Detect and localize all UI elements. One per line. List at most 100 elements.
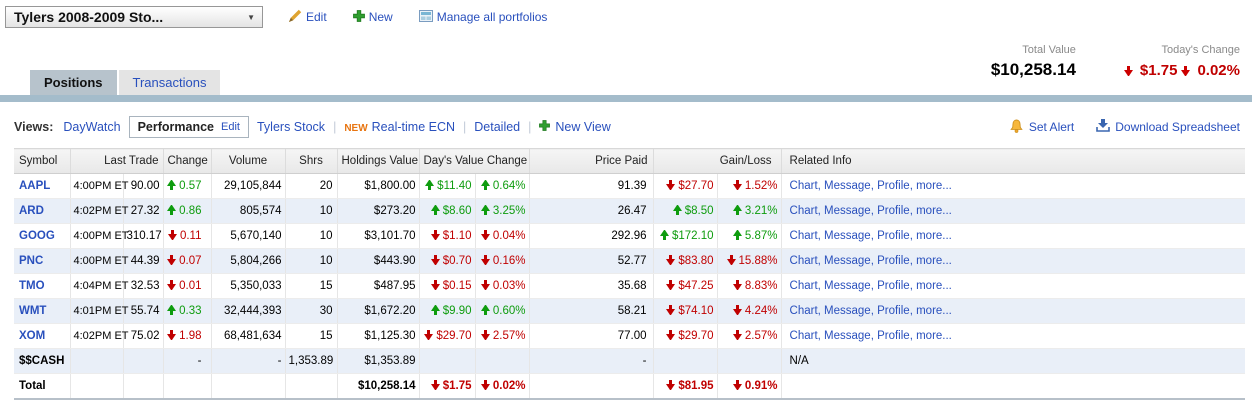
cell-symbol: TMO <box>14 273 70 299</box>
view-realtime-ecn[interactable]: NEW Real-time ECN <box>344 120 455 134</box>
separator: | <box>333 120 337 134</box>
related-link[interactable]: Message <box>824 305 871 317</box>
view-detailed[interactable]: Detailed <box>474 120 521 134</box>
related-link[interactable]: Message <box>824 255 871 267</box>
down-arrow-icon <box>726 255 736 265</box>
related-link[interactable]: Chart <box>789 280 818 292</box>
todays-change-block: Today's Change $1.75 0.02% <box>1123 44 1240 80</box>
portfolio-selector-dropdown[interactable]: Tylers 2008-2009 Sto... ▼ <box>5 6 263 28</box>
related-link[interactable]: more... <box>916 305 952 317</box>
symbol-link[interactable]: AAPL <box>19 180 51 192</box>
cell-volume: 29,105,844 <box>210 173 285 199</box>
col-header-related-info[interactable]: Related Info <box>780 148 1246 174</box>
related-link[interactable]: Chart <box>789 230 818 242</box>
cell-day-value-change: $9.90 <box>418 298 475 324</box>
change-value: 1.52% <box>732 180 778 192</box>
symbol-link[interactable]: GOOG <box>19 230 55 242</box>
edit-view-button[interactable]: Edit <box>221 121 240 133</box>
cell-related-info: Chart, Message, Profile, more... <box>780 298 1246 324</box>
view-performance-active[interactable]: Performance Edit <box>128 116 249 138</box>
col-header-change[interactable]: Change <box>162 148 211 174</box>
related-link[interactable]: more... <box>916 230 952 242</box>
new-view-button[interactable]: New View <box>539 120 611 134</box>
related-link[interactable]: more... <box>916 280 952 292</box>
separator: , <box>909 280 917 292</box>
col-header-symbol[interactable]: Symbol <box>14 148 70 174</box>
separator: , <box>909 205 917 217</box>
col-header-volume[interactable]: Volume <box>210 148 285 174</box>
related-link[interactable]: more... <box>916 330 952 342</box>
cell-gain-loss-value: $81.95 <box>652 373 718 399</box>
change-value: $1.10 <box>430 230 472 242</box>
cell-shrs: 15 <box>284 323 337 349</box>
related-link[interactable]: Chart <box>789 205 818 217</box>
related-link[interactable]: Profile <box>877 280 910 292</box>
tab-transactions[interactable]: Transactions <box>118 70 221 95</box>
todays-change-value: $1.75 0.02% <box>1123 62 1240 79</box>
col-header-holdings-value[interactable]: Holdings Value <box>336 148 419 174</box>
related-link[interactable]: Profile <box>877 305 910 317</box>
cell-symbol: GOOG <box>14 223 70 249</box>
todays-change-label: Today's Change <box>1161 44 1240 56</box>
down-arrow-icon <box>430 230 440 240</box>
cell-day-value-change: $8.60 <box>418 198 475 224</box>
change-value: 0.16% <box>480 255 526 267</box>
related-link[interactable]: Profile <box>877 230 910 242</box>
related-link[interactable]: Chart <box>789 180 818 192</box>
related-link[interactable]: more... <box>916 205 952 217</box>
col-header-price-paid[interactable]: Price Paid <box>528 148 654 174</box>
download-spreadsheet-button[interactable]: Download Spreadsheet <box>1096 119 1240 135</box>
separator: , <box>909 230 917 242</box>
symbol-link[interactable]: XOM <box>19 330 46 342</box>
chevron-down-icon: ▼ <box>247 12 255 22</box>
related-link[interactable]: Message <box>824 230 871 242</box>
down-arrow-icon <box>167 330 177 340</box>
view-daywatch[interactable]: DayWatch <box>63 120 121 134</box>
cell-last-trade-time: 4:00PM ET <box>69 248 129 274</box>
related-link[interactable]: Message <box>824 180 871 192</box>
total-value-label: Total Value <box>1022 44 1076 56</box>
related-link[interactable]: Message <box>824 205 871 217</box>
col-header-days-value-change[interactable]: Day's Value Change <box>418 148 530 174</box>
separator: , <box>909 305 917 317</box>
related-link[interactable]: Chart <box>789 255 818 267</box>
related-link[interactable]: Profile <box>877 205 910 217</box>
related-link[interactable]: Profile <box>877 180 910 192</box>
change-value: $29.70 <box>424 330 472 342</box>
symbol-link[interactable]: TMO <box>19 280 45 292</box>
related-link[interactable]: more... <box>916 255 952 267</box>
cell-gain-loss-value: $172.10 <box>652 223 718 249</box>
new-portfolio-label: New <box>368 10 393 24</box>
down-arrow-icon <box>480 230 490 240</box>
new-portfolio-button[interactable]: New <box>352 9 393 25</box>
change-value: $74.10 <box>666 305 714 317</box>
change-value: 15.88% <box>726 255 778 267</box>
col-header-shrs[interactable]: Shrs <box>284 148 337 174</box>
table-row: AAPL 4:00PM ET 90.00 0.57 29,105,844 20 $1,800… <box>14 173 1246 199</box>
symbol-link[interactable]: PNC <box>19 255 44 267</box>
related-link[interactable]: Message <box>824 330 871 342</box>
tab-positions[interactable]: Positions <box>30 70 117 95</box>
change-value: 2.57% <box>480 330 526 342</box>
related-link[interactable]: Profile <box>877 255 910 267</box>
view-tylers-stock[interactable]: Tylers Stock <box>256 120 326 134</box>
manage-portfolios-button[interactable]: Manage all portfolios <box>418 9 547 25</box>
change-value: $27.70 <box>666 180 714 192</box>
change-value: 0.91% <box>732 380 778 392</box>
symbol-link[interactable]: ARD <box>19 205 44 217</box>
down-arrow-icon <box>1123 65 1133 76</box>
cell-gain-loss-value: $47.25 <box>652 273 718 299</box>
related-link[interactable]: Chart <box>789 330 818 342</box>
col-header-gain-loss[interactable]: Gain/Loss <box>652 148 782 174</box>
related-link[interactable]: more... <box>916 180 952 192</box>
related-link[interactable]: Profile <box>877 330 910 342</box>
set-alert-button[interactable]: Set Alert <box>1009 119 1074 136</box>
symbol-link[interactable]: WMT <box>19 305 47 317</box>
edit-portfolio-button[interactable]: Edit <box>289 9 327 25</box>
cell-price-paid: 26.47 <box>528 198 654 224</box>
col-header-last-trade[interactable]: Last Trade <box>69 148 163 174</box>
cell-gain-loss-pct: 1.52% <box>716 173 782 199</box>
related-link[interactable]: Message <box>824 280 871 292</box>
related-link[interactable]: Chart <box>789 305 818 317</box>
